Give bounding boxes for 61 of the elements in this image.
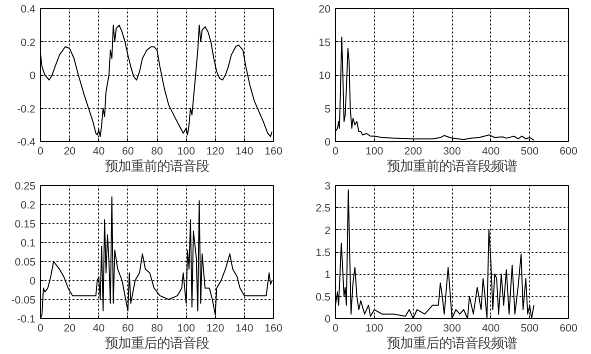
x-tick-label: 0 xyxy=(38,322,44,334)
y-tick-label: 0.2 xyxy=(20,36,36,49)
y-tick-label: 0 xyxy=(324,314,331,326)
x-tick-label: 20 xyxy=(64,322,76,334)
x-tick-label: 300 xyxy=(443,146,461,158)
x-tick-label: 0 xyxy=(332,146,339,158)
y-tick-label: 0.05 xyxy=(14,256,36,268)
x-tick-label: 140 xyxy=(235,146,254,158)
x-tick-label: 20 xyxy=(64,146,76,158)
x-tick-label: 100 xyxy=(365,322,384,334)
x-tick-label: 0 xyxy=(38,146,44,158)
y-tick-label: 2.5 xyxy=(316,202,331,215)
y-tick-label: -0.2 xyxy=(17,103,36,116)
y-tick-label: 0.4 xyxy=(20,4,36,16)
x-axis-title: 预加重前的语音段频谱 xyxy=(387,160,517,174)
y-tick-label: 1.5 xyxy=(316,247,331,259)
x-tick-label: 500 xyxy=(520,146,539,158)
x-tick-label: 600 xyxy=(560,146,578,158)
y-tick-label: 0 xyxy=(30,276,36,288)
x-tick-label: 40 xyxy=(92,322,105,334)
x-tick-label: 400 xyxy=(482,146,500,158)
y-tick-label: 0.2 xyxy=(20,200,36,212)
x-axis-title: 预加重后的语音段频谱 xyxy=(387,336,517,352)
x-tick-label: 60 xyxy=(122,322,134,334)
x-tick-label: 100 xyxy=(365,146,384,158)
y-tick-label: -0.4 xyxy=(17,136,36,148)
y-tick-label: 10 xyxy=(318,70,331,82)
x-tick-label: 200 xyxy=(404,146,422,158)
y-tick-label: -0.05 xyxy=(11,294,36,306)
x-tick-label: 500 xyxy=(520,322,539,334)
y-tick-label: 0.1 xyxy=(20,238,36,250)
x-tick-label: 0 xyxy=(332,322,339,334)
x-tick-label: 400 xyxy=(482,322,500,334)
y-tick-label: 0 xyxy=(30,70,36,82)
x-tick-label: 80 xyxy=(151,146,163,158)
x-tick-label: 100 xyxy=(177,146,196,158)
y-tick-label: 2 xyxy=(324,224,331,237)
y-tick-label: 0.25 xyxy=(14,180,36,192)
y-tick-label: 1 xyxy=(324,269,331,282)
x-tick-label: 160 xyxy=(264,146,282,158)
y-tick-label: -0.1 xyxy=(17,314,36,326)
x-tick-label: 120 xyxy=(206,322,224,334)
x-axis-title: 预加重前的语音段 xyxy=(105,160,209,174)
x-tick-label: 160 xyxy=(264,322,282,334)
x-tick-label: 300 xyxy=(443,322,461,334)
y-tick-label: 20 xyxy=(318,4,331,16)
x-tick-label: 100 xyxy=(177,322,196,334)
x-tick-label: 120 xyxy=(206,146,224,158)
y-tick-label: 15 xyxy=(318,36,331,49)
x-tick-label: 60 xyxy=(122,146,134,158)
x-axis-title: 预加重后的语音段 xyxy=(105,336,209,352)
y-tick-label: 0.5 xyxy=(316,291,331,304)
y-tick-label: 0 xyxy=(324,136,331,148)
x-tick-label: 140 xyxy=(235,322,254,334)
x-tick-label: 80 xyxy=(151,322,163,334)
x-tick-label: 40 xyxy=(92,146,105,158)
x-tick-label: 600 xyxy=(560,322,578,334)
x-tick-label: 200 xyxy=(404,322,422,334)
y-tick-label: 5 xyxy=(324,103,331,116)
y-tick-label: 0.15 xyxy=(14,218,36,230)
y-tick-label: 3 xyxy=(324,180,331,192)
